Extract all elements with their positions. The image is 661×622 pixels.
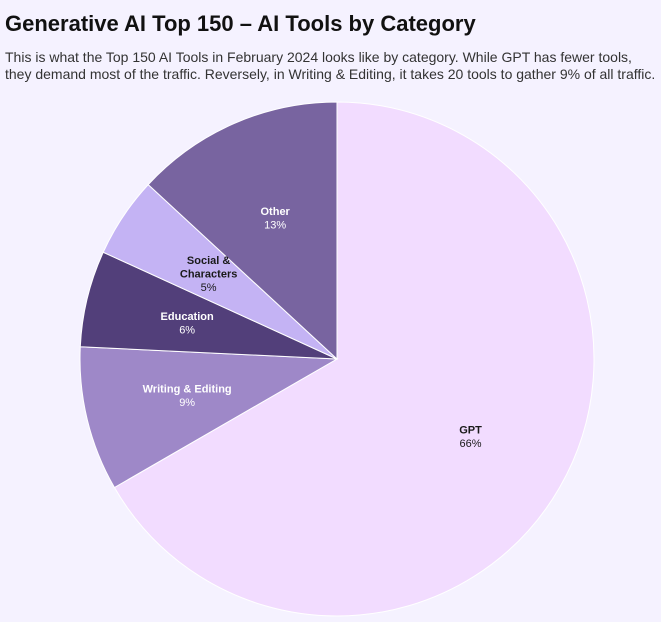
- slice-labels: GPT 66% Writing & Editing 9% Education 6% Soci…: [143, 206, 482, 450]
- slice-category-text: Other: [261, 206, 291, 218]
- slice-percent-text: 6%: [179, 324, 195, 336]
- chart-title: Generative AI Top 150 – AI Tools by Cate…: [5, 11, 476, 36]
- slice-percent-text: 9%: [179, 397, 195, 409]
- slice-label-education: Education 6%: [161, 311, 214, 337]
- slice-label-gpt: GPT 66%: [459, 424, 482, 450]
- slice-percent-text: 66%: [460, 438, 482, 450]
- slice-category-text: Writing & Editing: [143, 384, 232, 396]
- slice-category-text: GPT: [459, 424, 482, 436]
- slice-percent-text: 5%: [201, 282, 217, 294]
- pie-slice-writing-editing: [79, 346, 339, 489]
- pie-slices: [79, 101, 595, 617]
- slice-label-writing-editing: Writing & Editing 9%: [143, 384, 232, 410]
- slice-category-text: Education: [161, 311, 214, 323]
- chart-subtitle: This is what the Top 150 AI Tools in Feb…: [5, 49, 656, 82]
- pie-slice-other: [147, 101, 338, 361]
- slice-category-text: Characters: [180, 269, 237, 281]
- slice-category-text: Social &: [187, 255, 230, 267]
- pie-slice-gpt: [113, 101, 595, 617]
- slice-label-other: Other 13%: [261, 206, 291, 232]
- slice-percent-text: 13%: [264, 219, 286, 231]
- slice-label-social-characters: Social & Characters 5%: [180, 255, 237, 294]
